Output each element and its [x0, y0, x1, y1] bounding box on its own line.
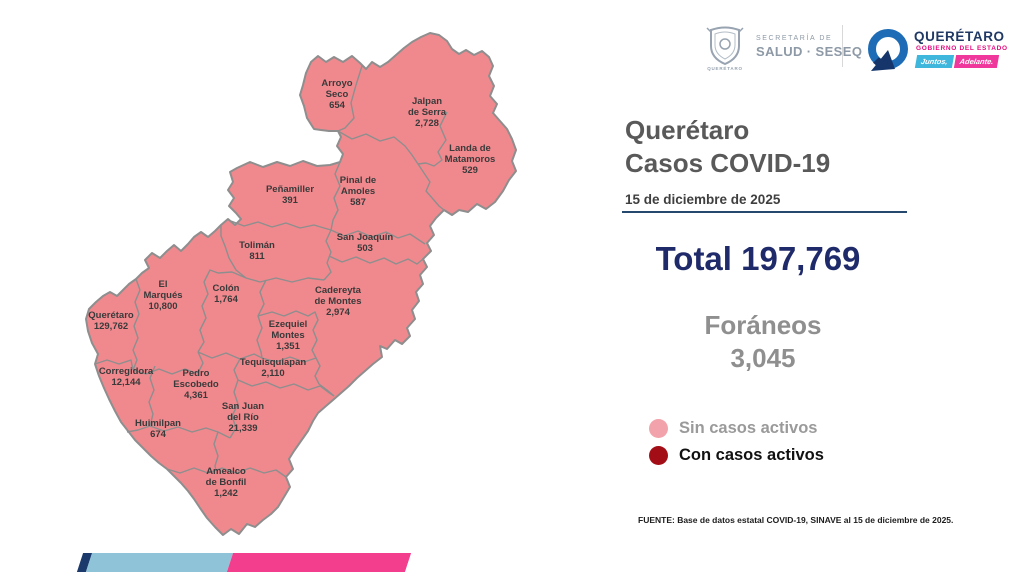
- footer-bar-segment: [226, 553, 412, 572]
- date-underline: [622, 211, 907, 213]
- legend-label: Con casos activos: [679, 446, 824, 464]
- secretaria-logo-text: SECRETARÍA DE SALUD · SESEQ: [756, 35, 862, 59]
- state-shape: [85, 32, 517, 536]
- salud-crest-icon: [706, 26, 744, 66]
- legend: Sin casos activos Con casos activos: [649, 419, 824, 473]
- legend-item-sin-casos: Sin casos activos: [649, 419, 824, 438]
- sin-casos-dot-icon: [649, 419, 668, 438]
- legend-label: Sin casos activos: [679, 419, 818, 437]
- secretaria-line2: SALUD · SESEQ: [756, 44, 863, 59]
- foraneos-value: 3,045: [730, 343, 796, 373]
- queretaro-q-logo-icon: [868, 29, 908, 71]
- foraneos-label: Foráneos: [704, 310, 822, 340]
- gobierno-name: QUERÉTARO: [914, 29, 1005, 44]
- crest-caption: QUERÉTARO: [707, 66, 743, 71]
- con-casos-dot-icon: [649, 446, 668, 465]
- slogan-badges: Juntos, Adelante.: [914, 55, 1000, 68]
- slogan-badge-adelante: Adelante.: [953, 55, 1000, 68]
- report-date: 15 de diciembre de 2025: [625, 192, 781, 207]
- legend-item-con-casos: Con casos activos: [649, 446, 824, 465]
- municipal-borders: [94, 65, 448, 478]
- queretaro-state-map: [85, 32, 517, 536]
- footer-bar-segment: [85, 553, 234, 572]
- secretaria-line1: SECRETARÍA DE: [756, 35, 833, 42]
- footer-accent-bar: [76, 553, 412, 572]
- page-title: Querétaro Casos COVID-19: [625, 115, 831, 178]
- header-divider: [842, 25, 843, 67]
- source-note: FUENTE: Base de datos estatal COVID-19, …: [638, 515, 954, 525]
- total-cases: Total 197,769: [655, 240, 861, 277]
- slogan-badge-juntos: Juntos,: [914, 55, 954, 68]
- gobierno-subtitle: GOBIERNO DEL ESTADO: [916, 45, 1008, 52]
- header: QUERÉTARO SECRETARÍA DE SALUD · SESEQ QU…: [0, 0, 1024, 90]
